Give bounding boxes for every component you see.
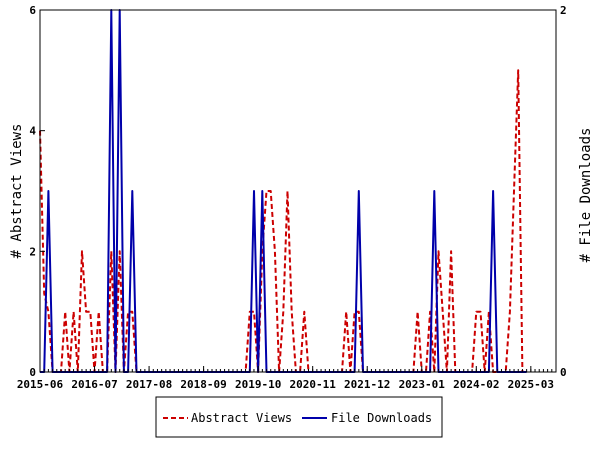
y-left-tick-label: 4 xyxy=(29,125,36,138)
x-tick-label: 2017-08 xyxy=(126,378,172,391)
legend: Abstract Views File Downloads xyxy=(155,396,443,438)
series-line-abstract-views xyxy=(39,69,527,373)
axis-layer: 2015-06 2016-07 2017-08 2018-09 2019-10 2020-… xyxy=(17,4,567,391)
x-tick-label: 2021-12 xyxy=(344,378,390,391)
y-right-axis-title: # File Downloads xyxy=(578,128,594,263)
x-tick-label: 2020-11 xyxy=(290,378,337,391)
y-left-axis-title: # Abstract Views xyxy=(9,124,25,259)
y-right-tick-label: 0 xyxy=(560,366,567,379)
x-tick-label: 2024-02 xyxy=(453,378,499,391)
x-tick-label: 2018-09 xyxy=(180,378,226,391)
plot-frame xyxy=(39,9,557,373)
x-tick-label: 2019-10 xyxy=(235,378,281,391)
x-tick-label: 2016-07 xyxy=(71,378,117,391)
y-left-tick-label: 6 xyxy=(29,4,36,17)
y-right-tick-label: 2 xyxy=(560,4,567,17)
x-tick-label: 2023-01 xyxy=(399,378,446,391)
y-left-tick-label: 0 xyxy=(29,366,36,379)
y-left-tick-label: 2 xyxy=(29,245,36,258)
legend-label-file-downloads: File Downloads xyxy=(331,411,432,425)
x-tick-label: 2025-03 xyxy=(508,378,554,391)
legend-label-abstract-views: Abstract Views xyxy=(191,411,292,425)
legend-box xyxy=(155,396,443,438)
x-tick-label: 2015-06 xyxy=(17,378,64,391)
